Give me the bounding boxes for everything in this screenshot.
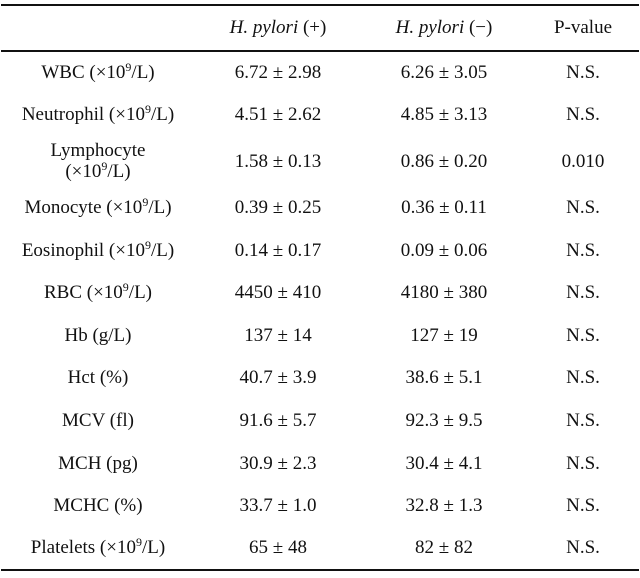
cell-negative: 4.85 ± 3.13	[400, 104, 488, 126]
cell-pvalue: N.S.	[566, 452, 600, 474]
header-parameter	[1, 4, 195, 52]
row-label: Platelets (×109/L)	[1, 526, 195, 571]
cell-positive: 137 ± 14	[244, 324, 312, 346]
cell-pvalue: N.S.	[566, 409, 600, 431]
cell-pvalue: N.S.	[566, 239, 600, 261]
cell-negative: 4180 ± 380	[400, 282, 488, 304]
cell-pvalue: N.S.	[566, 104, 600, 126]
header-neg-suffix: (−)	[464, 17, 493, 38]
cell-positive: 6.72 ± 2.98	[234, 62, 322, 84]
header-pvalue: P-value	[527, 4, 639, 52]
cell-negative: 32.8 ± 1.3	[405, 495, 483, 517]
row-label: MCV (fl)	[62, 409, 134, 431]
cell-positive: 91.6 ± 5.7	[239, 409, 317, 431]
row-label: Monocyte (×109/L)	[24, 194, 172, 218]
header-pos-suffix: (+)	[298, 17, 327, 38]
cell-negative: 92.3 ± 9.5	[405, 409, 483, 431]
cell-negative: 30.4 ± 4.1	[405, 452, 483, 474]
cell-pvalue: N.S.	[566, 324, 600, 346]
cell-negative: 38.6 ± 5.1	[405, 367, 483, 389]
table-row: Hb (g/L) 137 ± 14 127 ± 19 N.S.	[1, 314, 639, 357]
cell-positive: 4.51 ± 2.62	[234, 104, 322, 126]
cell-negative: 6.26 ± 3.05	[400, 62, 488, 84]
cell-positive: 1.58 ± 0.13	[234, 150, 322, 172]
table-row: Eosinophil (×109/L) 0.14 ± 0.17 0.09 ± 0…	[1, 229, 639, 272]
table-row: Neutrophil (×109/L) 4.51 ± 2.62 4.85 ± 3…	[1, 94, 639, 137]
cell-pvalue: N.S.	[566, 62, 600, 84]
row-label: Eosinophil (×109/L)	[21, 237, 175, 261]
table-row: Lymphocyte (×109/L) 1.58 ± 0.13 0.86 ± 0.…	[1, 136, 639, 186]
header-hpylori-positive: H. pylori (+)	[195, 4, 361, 52]
row-label: Lymphocyte (×109/L)	[50, 140, 146, 183]
cell-pvalue: N.S.	[566, 196, 600, 218]
header-row: H. pylori (+) H. pylori (−) P-value	[1, 4, 639, 52]
table-row: Hct (%) 40.7 ± 3.9 38.6 ± 5.1 N.S.	[1, 357, 639, 400]
table-row: RBC (×109/L) 4450 ± 410 4180 ± 380 N.S.	[1, 271, 639, 314]
cell-pvalue: N.S.	[566, 282, 600, 304]
header-pos-name: H. pylori	[229, 17, 299, 38]
cell-pvalue: 0.010	[561, 150, 605, 172]
cell-pvalue: N.S.	[527, 526, 639, 571]
header-hpylori-negative: H. pylori (−)	[361, 4, 527, 52]
cell-positive: 33.7 ± 1.0	[239, 495, 317, 517]
table-row: Platelets (×109/L) 65 ± 48 82 ± 82 N.S.	[1, 526, 639, 571]
cell-positive: 65 ± 48	[195, 526, 361, 571]
row-label: WBC (×109/L)	[41, 60, 155, 84]
row-label: Neutrophil (×109/L)	[21, 102, 175, 126]
cell-negative: 0.86 ± 0.20	[400, 150, 488, 172]
cell-negative: 82 ± 82	[361, 526, 527, 571]
table-row: MCHC (%) 33.7 ± 1.0 32.8 ± 1.3 N.S.	[1, 484, 639, 527]
cell-positive: 30.9 ± 2.3	[239, 452, 317, 474]
row-label: MCHC (%)	[53, 495, 143, 517]
row-label: RBC (×109/L)	[43, 280, 153, 304]
header-neg-name: H. pylori	[395, 17, 465, 38]
row-label: Hb (g/L)	[64, 324, 132, 346]
table-row: MCH (pg) 30.9 ± 2.3 30.4 ± 4.1 N.S.	[1, 442, 639, 485]
cell-positive: 0.39 ± 0.25	[234, 196, 322, 218]
row-label: Hct (%)	[67, 367, 129, 389]
cell-negative: 0.09 ± 0.06	[400, 239, 488, 261]
cell-positive: 40.7 ± 3.9	[239, 367, 317, 389]
cell-positive: 4450 ± 410	[234, 282, 322, 304]
data-table: H. pylori (+) H. pylori (−) P-value WBC …	[1, 4, 639, 571]
cell-negative: 127 ± 19	[410, 324, 478, 346]
row-label: MCH (pg)	[58, 452, 138, 474]
table-row: Monocyte (×109/L) 0.39 ± 0.25 0.36 ± 0.1…	[1, 186, 639, 229]
table-row: MCV (fl) 91.6 ± 5.7 92.3 ± 9.5 N.S.	[1, 399, 639, 442]
cell-positive: 0.14 ± 0.17	[234, 239, 322, 261]
table-row: WBC (×109/L) 6.72 ± 2.98 6.26 ± 3.05 N.S…	[1, 51, 639, 94]
cell-negative: 0.36 ± 0.11	[401, 196, 487, 218]
cell-pvalue: N.S.	[566, 495, 600, 517]
cell-pvalue: N.S.	[566, 367, 600, 389]
